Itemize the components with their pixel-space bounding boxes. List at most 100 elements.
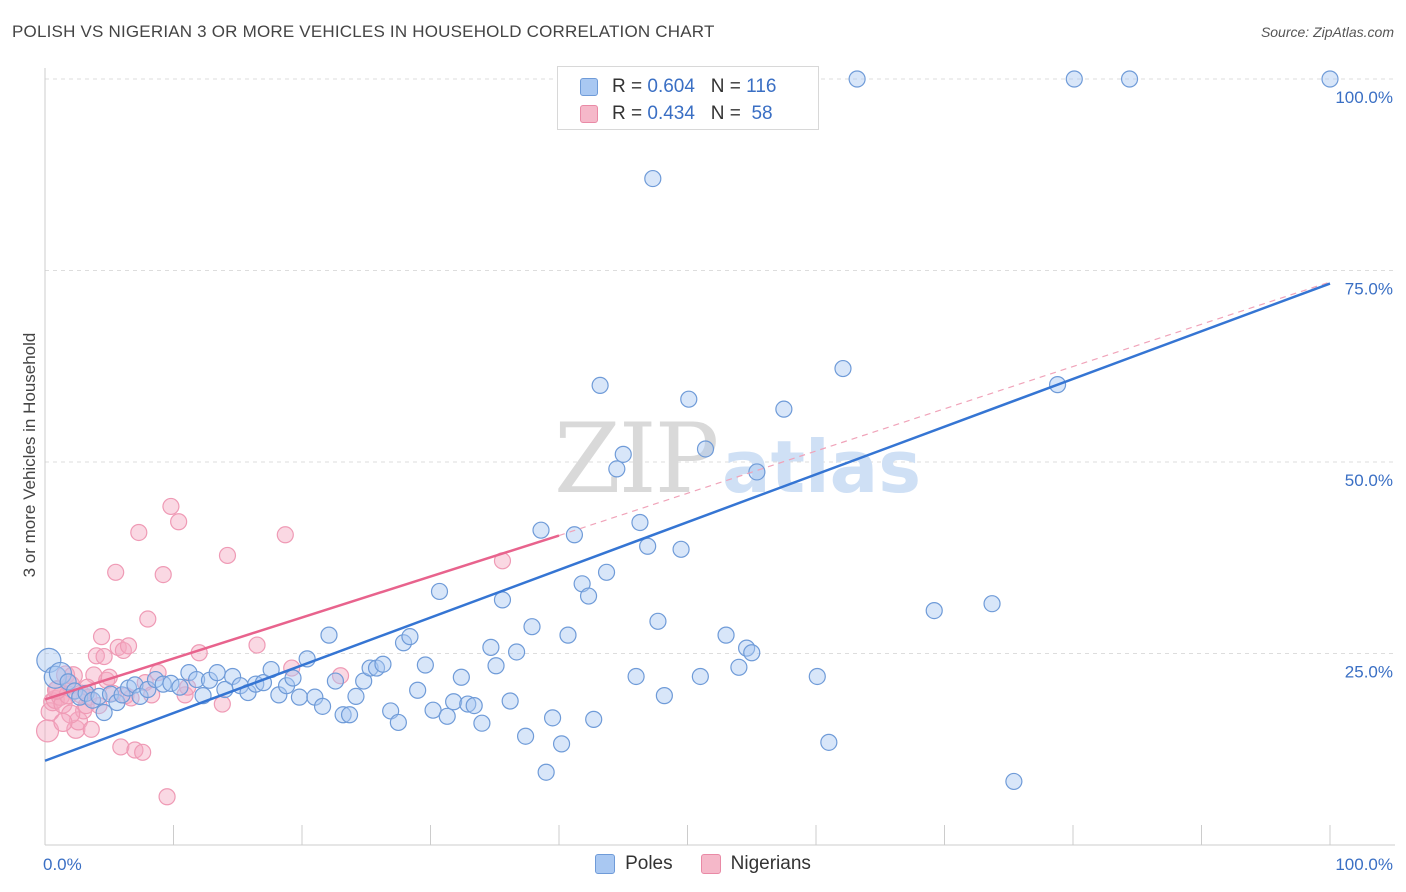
poles-point [501, 692, 519, 710]
grid-lines [45, 78, 1395, 654]
poles-point [493, 591, 512, 609]
poles-point [717, 626, 735, 644]
poles-point [290, 688, 309, 706]
poles-point [208, 664, 226, 682]
legend-row-poles: R = 0.604 N = 116 [580, 74, 776, 100]
poles-point [162, 674, 180, 692]
nigerians-point [114, 641, 132, 660]
nigerians-point [68, 711, 89, 731]
nigerians-point [213, 695, 231, 713]
legend-row-nigerians: R = 0.434 N = 58 [580, 101, 773, 127]
poles-point [543, 709, 562, 727]
poles-trend-line [44, 282, 1331, 762]
poles-point [627, 667, 645, 686]
poles-point [523, 618, 541, 636]
poles-point [738, 639, 756, 657]
poles-point [452, 668, 470, 686]
poles-point [608, 460, 626, 478]
poles-point [597, 563, 616, 581]
nigerians-point [276, 526, 294, 544]
tick-labels: 25.0% 50.0% 75.0% 100.0% 0.0% 100.0% [43, 88, 1393, 874]
nigerians-point [158, 788, 176, 806]
poles-point [644, 169, 662, 188]
nigerians-point [170, 513, 188, 531]
poles-point [1120, 70, 1139, 88]
nigerians-trend-line [44, 534, 560, 701]
poles-point [585, 710, 603, 728]
nigerians-points [35, 497, 512, 806]
nigerians-point [134, 743, 152, 761]
poles-point [579, 587, 598, 605]
nigerians-point [95, 647, 113, 666]
poles-point [320, 626, 338, 644]
poles-point [347, 687, 365, 705]
poles-point [284, 669, 302, 687]
legend-r-value: 0.434 [647, 103, 695, 124]
legend-item-nigerians[interactable]: Nigerians [700, 853, 811, 875]
poles-point [1005, 772, 1023, 791]
poles-point [516, 727, 535, 745]
poles-point [1321, 70, 1339, 88]
y-axis-label: 3 or more Vehicles in Household [20, 333, 39, 578]
nigerians-point [107, 563, 125, 581]
poles-point [775, 400, 793, 418]
nigerians-point [82, 720, 100, 738]
poles-point [696, 440, 715, 458]
legend-label-nigerians: Nigerians [730, 853, 811, 874]
poles-points [36, 70, 1339, 791]
correlation-legend: R = 0.604 N = 116 R = 0.434 N = 58 [557, 66, 819, 130]
nigerians-point [154, 566, 172, 584]
y-tick-label: 75.0% [1345, 280, 1393, 299]
chart-title: POLISH VS NIGERIAN 3 OR MORE VEHICLES IN… [12, 22, 715, 41]
poles-point [482, 638, 500, 656]
legend-swatch-nigerians [580, 105, 598, 123]
poles-point [655, 687, 673, 705]
poles-point [424, 701, 442, 719]
poles-point [473, 714, 491, 732]
poles-point [459, 695, 477, 713]
legend-label-poles: Poles [625, 853, 673, 874]
legend-n-label: N = [710, 103, 741, 124]
axes [44, 68, 1395, 846]
poles-point [59, 673, 77, 691]
nigerians-point [248, 636, 266, 654]
poles-point [559, 626, 577, 644]
legend-item-poles[interactable]: Poles [595, 853, 673, 875]
poles-point [808, 667, 826, 686]
poles-point [565, 526, 584, 544]
watermark-zip: ZIP [554, 403, 717, 515]
poles-point [820, 733, 838, 751]
nigerians-point [92, 628, 111, 646]
poles-point [730, 658, 748, 676]
watermark-atlas: atlas [722, 425, 921, 509]
poles-point [113, 686, 131, 704]
nigerians-point [218, 546, 237, 565]
poles-point [465, 696, 483, 715]
nigerians-point [162, 497, 180, 516]
legend-r-label: R = [612, 103, 643, 124]
y-tick-label: 100.0% [1335, 88, 1393, 107]
poles-point [416, 656, 434, 674]
watermark: ZIP atlas [554, 403, 921, 515]
poles-point [171, 678, 189, 696]
legend-swatch-poles [580, 78, 598, 96]
poles-point [188, 670, 206, 689]
poles-point [639, 537, 657, 555]
poles-point [313, 697, 332, 715]
nigerians-point [139, 610, 157, 628]
poles-point [691, 667, 709, 686]
poles-point [430, 582, 449, 601]
legend-n-value: 116 [746, 76, 777, 97]
legend-r-value: 0.604 [647, 76, 695, 97]
poles-point [340, 706, 359, 724]
poles-point [326, 672, 345, 690]
poles-point [389, 713, 407, 732]
legend-n-value: 58 [751, 103, 773, 124]
poles-point [649, 612, 667, 630]
x-tick-label: 100.0% [1335, 855, 1393, 874]
poles-point [394, 634, 413, 652]
poles-point [487, 657, 505, 675]
poles-point [361, 659, 379, 677]
poles-point [848, 70, 866, 88]
